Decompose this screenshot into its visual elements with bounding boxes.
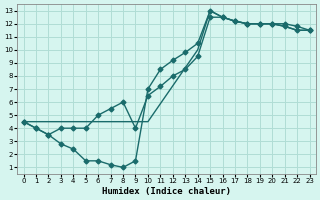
X-axis label: Humidex (Indice chaleur): Humidex (Indice chaleur)	[102, 187, 231, 196]
